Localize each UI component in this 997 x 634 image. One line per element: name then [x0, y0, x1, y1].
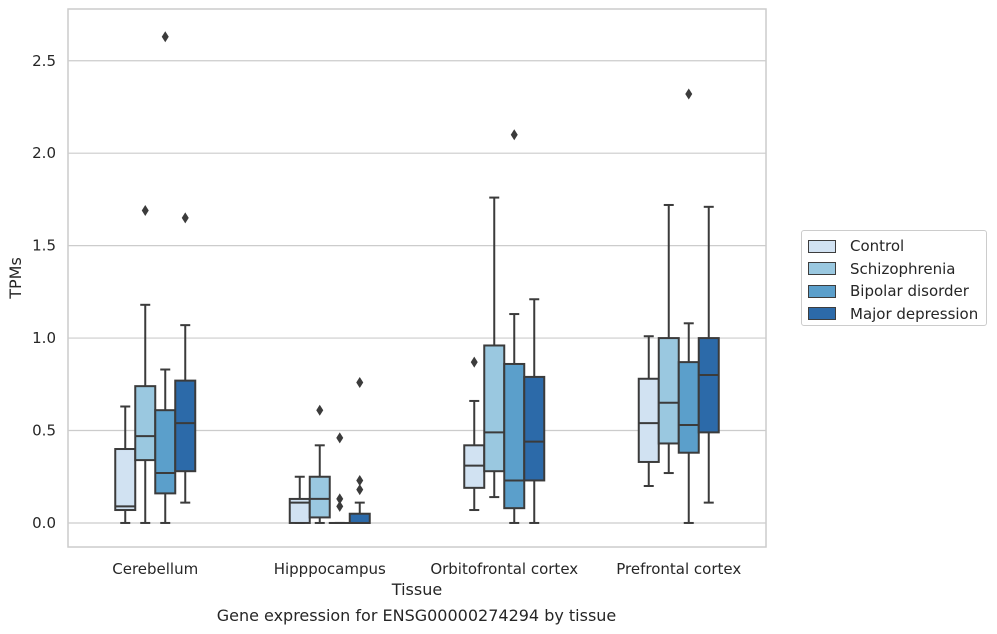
y-tick-label: 1.0 [32, 329, 56, 347]
figure-caption: Gene expression for ENSG00000274294 by t… [216, 606, 617, 625]
legend-item: Bipolar disorder [808, 280, 986, 303]
box-major-depression [523, 298, 546, 524]
box-bipolar-disorder [154, 31, 177, 524]
legend-label: Bipolar disorder [850, 282, 969, 301]
box-iqr [348, 512, 371, 524]
box-iqr [483, 344, 506, 473]
box-bipolar-disorder [677, 88, 700, 524]
y-tick-label: 0.0 [32, 514, 56, 532]
box-schizophrenia [308, 404, 331, 524]
legend-label: Schizophrenia [850, 259, 956, 278]
outlier-point [336, 493, 344, 505]
box-control [288, 475, 311, 524]
outlier-point [181, 212, 189, 224]
box-iqr [677, 361, 700, 454]
box-iqr [637, 377, 660, 463]
legend-item: Major depression [808, 303, 986, 326]
box-control [637, 335, 660, 487]
legend-label: Major depression [850, 304, 979, 323]
outlier-point [336, 432, 344, 444]
y-axis-label: TPMs [6, 257, 25, 300]
box-iqr [174, 379, 197, 473]
legend-item: Schizophrenia [808, 258, 986, 281]
y-tick-label: 2.5 [32, 52, 56, 70]
legend-swatch [808, 239, 836, 253]
y-tick-label: 2.0 [32, 144, 56, 162]
chart-legend: Control Schizophrenia Bipolar disorder Majo… [801, 230, 987, 326]
x-tick-label: Prefrontal cortex [616, 560, 741, 578]
x-tick-label: Cerebellum [112, 560, 198, 578]
box-bipolar-disorder [328, 432, 351, 524]
y-tick-label: 0.5 [32, 422, 56, 440]
legend-label: Control [850, 237, 905, 256]
legend-swatch [808, 284, 836, 298]
outlier-point [356, 376, 364, 388]
box-iqr [154, 409, 177, 495]
legend-item: Control [808, 235, 986, 258]
x-tick-label: Orbitofrontal cortex [430, 560, 578, 578]
box-iqr [503, 362, 526, 510]
legend-swatch [808, 262, 836, 276]
box-schizophrenia [483, 196, 506, 499]
box-iqr [114, 448, 137, 512]
y-tick-label: 1.5 [32, 237, 56, 255]
box-control [463, 356, 486, 512]
box-iqr [134, 385, 157, 462]
plot-frame [67, 8, 767, 548]
outlier-point [336, 500, 344, 512]
outlier-point [470, 356, 478, 368]
box-major-depression [174, 212, 197, 504]
box-major-depression [348, 376, 371, 524]
x-axis-label: Tissue [391, 580, 442, 599]
box-control [114, 405, 137, 524]
box-iqr [697, 337, 720, 434]
outlier-point [316, 404, 324, 416]
box-major-depression [697, 205, 720, 504]
box-iqr [657, 337, 680, 445]
box-iqr [308, 475, 331, 519]
box-schizophrenia [134, 205, 157, 524]
outlier-point [141, 205, 149, 217]
outlier-point [356, 474, 364, 486]
outlier-point [356, 484, 364, 496]
outlier-point [510, 129, 518, 141]
x-tick-label: Hipppocampus [274, 560, 386, 578]
outlier-point [161, 31, 169, 43]
outlier-point [685, 88, 693, 100]
legend-swatch [808, 307, 836, 321]
box-bipolar-disorder [503, 129, 526, 524]
box-iqr [523, 375, 546, 482]
